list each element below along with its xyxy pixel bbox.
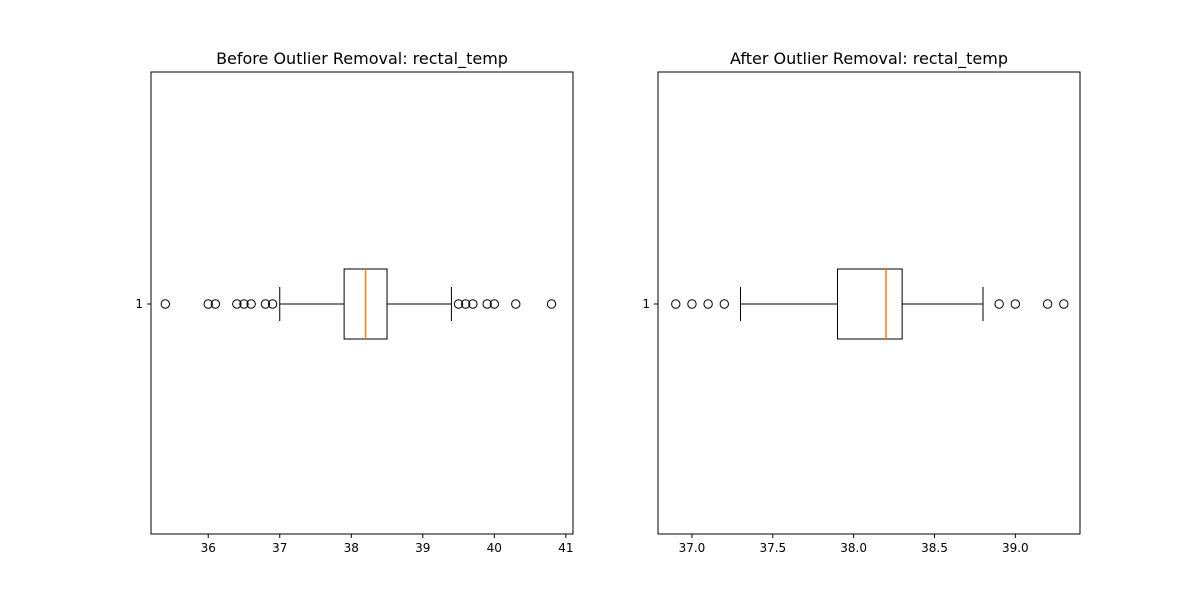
flier-point xyxy=(546,299,557,309)
flier-point xyxy=(468,299,478,309)
flier-point xyxy=(246,299,256,309)
flier-point xyxy=(239,299,249,309)
flier-point xyxy=(461,299,471,309)
flier-point xyxy=(511,299,521,309)
flier-point xyxy=(453,299,464,309)
x-tick-label: 37.5 xyxy=(759,541,786,555)
flier-point xyxy=(203,299,213,309)
flier-point xyxy=(687,299,697,309)
y-tick-label: 1 xyxy=(135,297,143,311)
chart-panel-2: After Outlier Removal: rectal_temp 37.0 37… xyxy=(642,49,1081,555)
axes-frame xyxy=(657,71,1081,535)
x-tick-label: 39.0 xyxy=(1002,541,1029,555)
flier-point xyxy=(719,299,729,309)
chart-title: After Outlier Removal: rectal_temp xyxy=(730,49,1008,69)
flier-point xyxy=(160,299,171,309)
x-tick-label: 40 xyxy=(487,541,502,555)
x-tick-label: 41 xyxy=(558,541,573,555)
flier-point xyxy=(703,299,713,309)
axes-frame xyxy=(150,71,574,535)
flier-point xyxy=(1010,299,1021,309)
flier-point xyxy=(994,299,1004,309)
chart-title: Before Outlier Removal: rectal_temp xyxy=(216,49,508,69)
x-tick-label: 38 xyxy=(344,541,359,555)
flier-point xyxy=(671,299,681,309)
box-iqr xyxy=(836,268,903,340)
flier-point xyxy=(1059,299,1069,309)
flier-point xyxy=(260,299,271,309)
x-tick-label: 37.0 xyxy=(679,541,706,555)
chart-panel-1: Before Outlier Removal: rectal_temp 36 37 3… xyxy=(135,49,574,555)
flier-point xyxy=(210,299,221,309)
x-tick-label: 36 xyxy=(201,541,216,555)
flier-point xyxy=(232,299,242,309)
x-tick-label: 39 xyxy=(415,541,430,555)
y-tick-label: 1 xyxy=(642,297,650,311)
x-tick-label: 38.0 xyxy=(840,541,867,555)
x-tick-label: 38.5 xyxy=(921,541,948,555)
flier-point xyxy=(489,299,500,309)
flier-point xyxy=(482,299,492,309)
flier-point xyxy=(267,299,278,309)
flier-point xyxy=(1042,299,1053,309)
x-tick-label: 37 xyxy=(272,541,287,555)
